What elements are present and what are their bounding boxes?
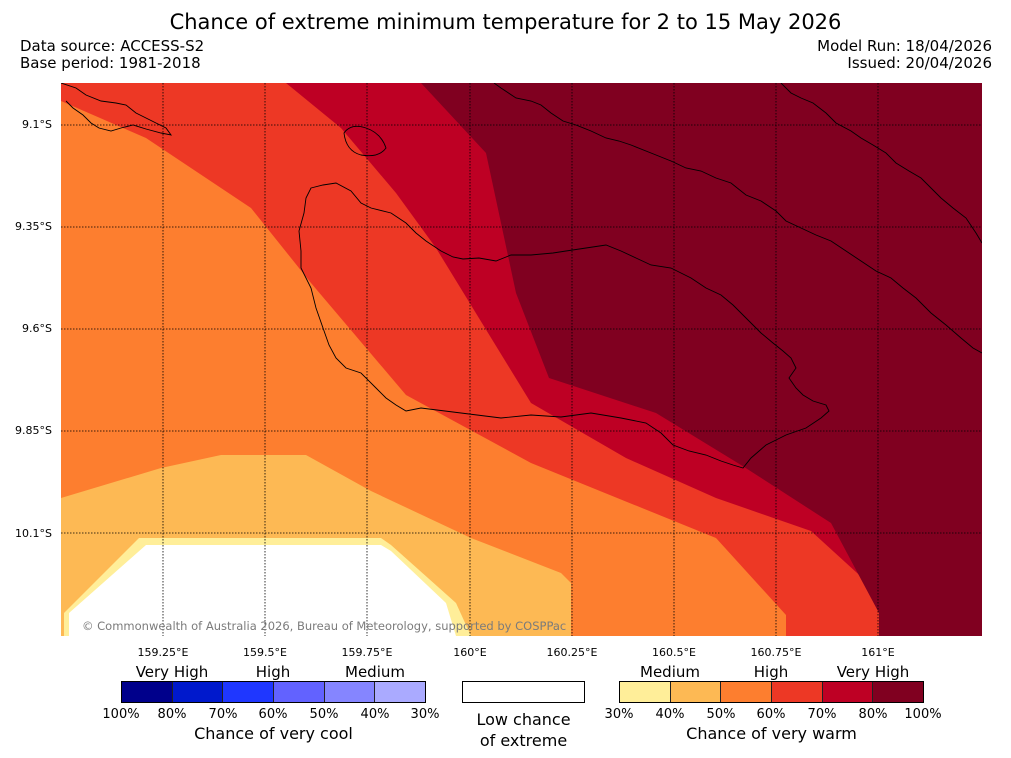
lon-label-5: 160.25°E <box>546 646 598 659</box>
lon-label-6: 160.5°E <box>652 646 696 659</box>
cool-pct: 60% <box>258 707 288 722</box>
warm-swatch <box>873 682 924 702</box>
lon-label-8: 161°E <box>861 646 895 659</box>
meta-right: Model Run: 18/04/2026 Issued: 20/04/2026 <box>817 38 992 72</box>
warm-pct: 50% <box>706 707 736 722</box>
low-chance-area <box>69 545 456 636</box>
islet-coast <box>343 125 387 157</box>
warm-swatch <box>670 682 722 702</box>
low-chance-line1: Low chance <box>476 710 571 729</box>
forecast-map <box>61 83 982 636</box>
warm-level-very-high: Very High <box>836 663 910 681</box>
cool-swatch <box>172 682 224 702</box>
lat-label-4: 9.85°S <box>15 424 52 437</box>
warm-swatch <box>620 682 671 702</box>
issued-date: Issued: 20/04/2026 <box>847 54 992 72</box>
cool-swatch <box>324 682 376 702</box>
warm-pct: 100% <box>904 707 942 722</box>
lat-label-3: 9.6°S <box>22 322 52 335</box>
base-period: Base period: 1981-2018 <box>20 54 201 72</box>
cool-level-very-high: Very High <box>135 663 209 681</box>
warm-level-medium: Medium <box>640 663 700 681</box>
cool-level-medium: Medium <box>345 663 405 681</box>
warm-pct: 30% <box>604 707 634 722</box>
lat-label-2: 9.35°S <box>15 220 52 233</box>
copyright-notice: © Commonwealth of Australia 2026, Bureau… <box>82 619 567 633</box>
lon-label-3: 159.75°E <box>341 646 393 659</box>
warm-pct: 40% <box>655 707 685 722</box>
lon-label-1: 159.25°E <box>137 646 189 659</box>
warm-swatch <box>822 682 874 702</box>
warm-pct: 70% <box>807 707 837 722</box>
lat-label-5: 10.1°S <box>15 527 52 540</box>
cool-swatch <box>375 682 426 702</box>
warm-pct: 60% <box>756 707 786 722</box>
low-chance-label: Low chance of extreme <box>440 709 607 751</box>
north-coast <box>780 83 982 244</box>
gridlines <box>61 83 982 636</box>
lon-label-7: 160.75°E <box>750 646 802 659</box>
cool-legend-title: Chance of very cool <box>194 724 353 743</box>
cool-colorbar <box>121 681 426 703</box>
florida-islands-coast <box>61 83 173 136</box>
malaita-coast <box>493 83 982 354</box>
coastlines <box>61 83 982 469</box>
meta-left: Data source: ACCESS-S2 Base period: 1981… <box>20 38 204 72</box>
warm-legend-title: Chance of very warm <box>686 724 857 743</box>
low-chance-swatch <box>462 681 585 703</box>
cool-pct: 30% <box>410 707 440 722</box>
lon-label-4: 160°E <box>453 646 487 659</box>
warm-swatch <box>721 682 773 702</box>
warm-level-high: High <box>753 663 789 681</box>
cool-pct: 70% <box>208 707 238 722</box>
warm-pct: 80% <box>858 707 888 722</box>
warm-colorbar <box>619 681 924 703</box>
cool-swatch <box>122 682 173 702</box>
warm-swatch <box>772 682 823 702</box>
cool-pct: 100% <box>102 707 140 722</box>
band-80-100 <box>421 83 982 636</box>
cool-pct: 50% <box>309 707 339 722</box>
model-run: Model Run: 18/04/2026 <box>817 37 992 55</box>
data-source: Data source: ACCESS-S2 <box>20 37 205 55</box>
lat-label-1: 9.1°S <box>22 118 52 131</box>
cool-level-high: High <box>255 663 291 681</box>
chart-title: Chance of extreme minimum temperature fo… <box>169 10 842 34</box>
cool-swatch <box>223 682 275 702</box>
guadalcanal-coast <box>298 182 830 469</box>
cool-swatch <box>274 682 325 702</box>
lon-label-2: 159.5°E <box>243 646 287 659</box>
cool-pct: 40% <box>360 707 390 722</box>
low-chance-line2: of extreme <box>479 731 568 750</box>
cool-pct: 80% <box>157 707 187 722</box>
